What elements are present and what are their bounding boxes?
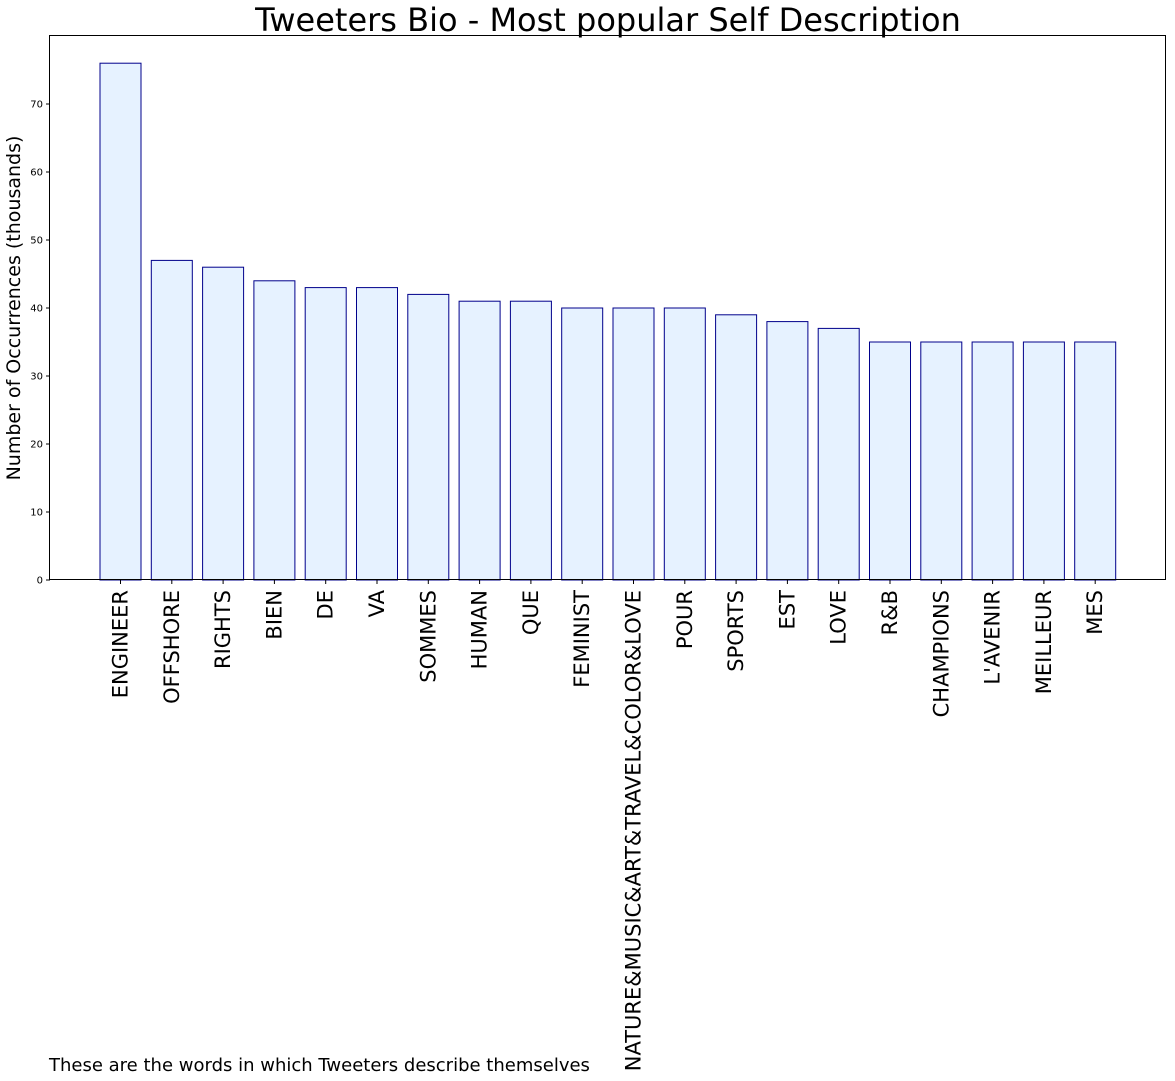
bar-9 xyxy=(561,307,604,581)
x-tick-label-6: SOMMES xyxy=(416,590,440,683)
x-tick-label-7: HUMAN xyxy=(468,590,492,669)
y-tick-label-4: 40 xyxy=(30,304,43,315)
x-tick-label-15: R&B xyxy=(878,590,902,635)
bar-0 xyxy=(99,62,142,581)
y-tick-label-6: 60 xyxy=(30,168,43,179)
bar-1 xyxy=(150,259,193,581)
y-axis-ticks: 0 10 20 30 40 50 60 70 xyxy=(30,100,50,587)
y-tick-label-2: 20 xyxy=(30,440,43,451)
bar-5 xyxy=(356,287,398,581)
bar-6 xyxy=(407,293,450,581)
x-axis-ticks: ENGINEER OFFSHORE RIGHTS BIEN DE VA SOMMES HUMA… xyxy=(109,580,1107,1071)
y-tick-label-1: 10 xyxy=(30,508,43,519)
bar-7 xyxy=(458,300,501,581)
x-tick-label-1: OFFSHORE xyxy=(160,590,184,704)
x-tick-label-10: NATURE&MUSIC&ART&TRAVEL&COLOR&LOVE xyxy=(622,590,646,1071)
bar-15 xyxy=(869,341,911,581)
bar-4 xyxy=(304,287,347,581)
x-tick-label-12: SPORTS xyxy=(724,590,748,672)
y-tick-label-0: 0 xyxy=(37,576,43,587)
y-tick-label-5: 50 xyxy=(30,236,43,247)
x-tick-label-17: L'AVENIR xyxy=(981,590,1005,685)
chart-caption: These are the words in which Tweeters de… xyxy=(48,1055,590,1076)
x-tick-label-8: QUE xyxy=(519,590,543,635)
bar-11 xyxy=(663,307,706,581)
y-tick-label-3: 30 xyxy=(30,372,43,383)
bar-10 xyxy=(612,307,655,581)
chart-title: Tweeters Bio - Most popular Self Descrip… xyxy=(254,1,961,39)
x-tick-label-14: LOVE xyxy=(827,590,851,645)
x-tick-label-9: FEMINIST xyxy=(570,590,594,688)
bar-16 xyxy=(920,341,963,581)
x-tick-label-4: DE xyxy=(314,590,338,619)
bar-18 xyxy=(1022,341,1065,581)
bar-17 xyxy=(971,341,1014,581)
bar-8 xyxy=(509,300,552,581)
bar-12 xyxy=(715,314,758,581)
x-tick-label-18: MEILLEUR xyxy=(1032,590,1056,694)
y-axis-label: Number of Occurrences (thousands) xyxy=(3,136,25,481)
x-tick-label-13: EST xyxy=(775,590,799,630)
x-tick-label-11: POUR xyxy=(673,590,697,649)
bar-13 xyxy=(766,321,809,581)
x-tick-label-5: VA xyxy=(365,589,389,617)
bar-3 xyxy=(253,280,296,581)
x-tick-label-2: RIGHTS xyxy=(211,590,235,669)
x-tick-label-19: MES xyxy=(1083,590,1107,635)
bar-14 xyxy=(817,327,860,581)
x-tick-label-3: BIEN xyxy=(262,590,286,640)
bar-2 xyxy=(202,266,245,581)
y-tick-label-7: 70 xyxy=(30,100,43,111)
x-tick-label-16: CHAMPIONS xyxy=(929,590,953,717)
bar-19 xyxy=(1074,341,1117,581)
bars-group xyxy=(99,62,1117,581)
x-tick-label-0: ENGINEER xyxy=(109,590,133,698)
